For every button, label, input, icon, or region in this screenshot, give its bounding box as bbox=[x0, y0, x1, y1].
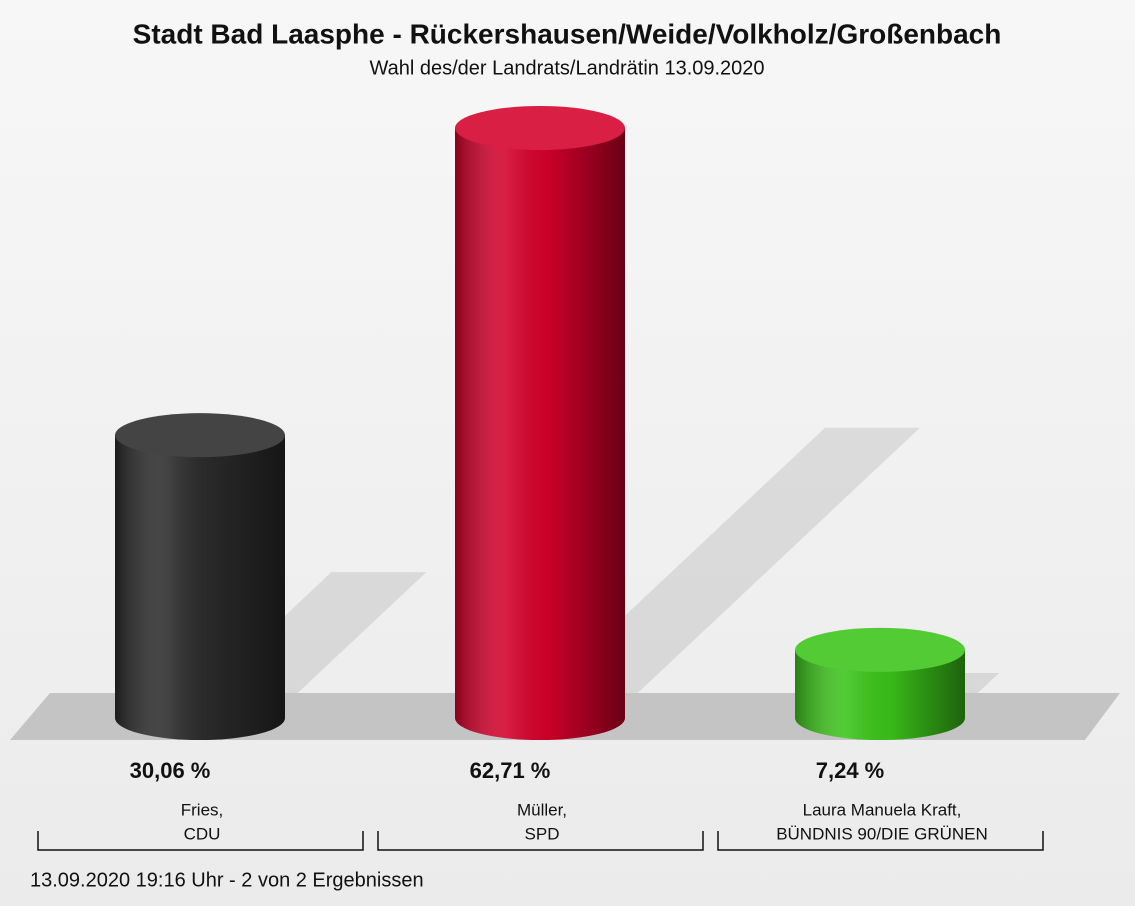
bar bbox=[115, 413, 285, 740]
category-label: CDU bbox=[184, 824, 221, 843]
bar-shade bbox=[455, 128, 625, 740]
category-label: BÜNDNIS 90/DIE GRÜNEN bbox=[776, 824, 988, 843]
category-bracket bbox=[717, 831, 1044, 851]
bar-top-shine bbox=[455, 106, 625, 150]
bar bbox=[455, 106, 625, 740]
bar-shadow bbox=[530, 427, 920, 705]
category-bracket bbox=[37, 831, 364, 851]
chart-subtitle: Wahl des/der Landrats/Landrätin 13.09.20… bbox=[369, 57, 764, 79]
bar bbox=[795, 627, 965, 740]
bar-top bbox=[115, 413, 285, 458]
value-label: 30,06 % bbox=[130, 758, 211, 783]
category-label: SPD bbox=[525, 824, 560, 843]
category-label: Fries, bbox=[181, 800, 224, 819]
value-label: 62,71 % bbox=[470, 758, 551, 783]
bar-top-shine bbox=[795, 627, 965, 672]
value-label: 7,24 % bbox=[816, 758, 885, 783]
category-label: Laura Manuela Kraft, bbox=[803, 800, 962, 819]
bar-shade bbox=[115, 435, 285, 740]
category-label: Müller, bbox=[517, 800, 567, 819]
bar-shade bbox=[795, 649, 965, 740]
footer: 13.09.2020 19:16 Uhr - 2 von 2 Ergebniss… bbox=[30, 869, 424, 891]
bar-top-shine bbox=[115, 413, 285, 458]
category-bracket bbox=[377, 831, 704, 851]
chart-title: Stadt Bad Laasphe - Rückershausen/Weide/… bbox=[133, 18, 1002, 49]
bar-top bbox=[455, 106, 625, 150]
bar-top bbox=[795, 627, 965, 672]
